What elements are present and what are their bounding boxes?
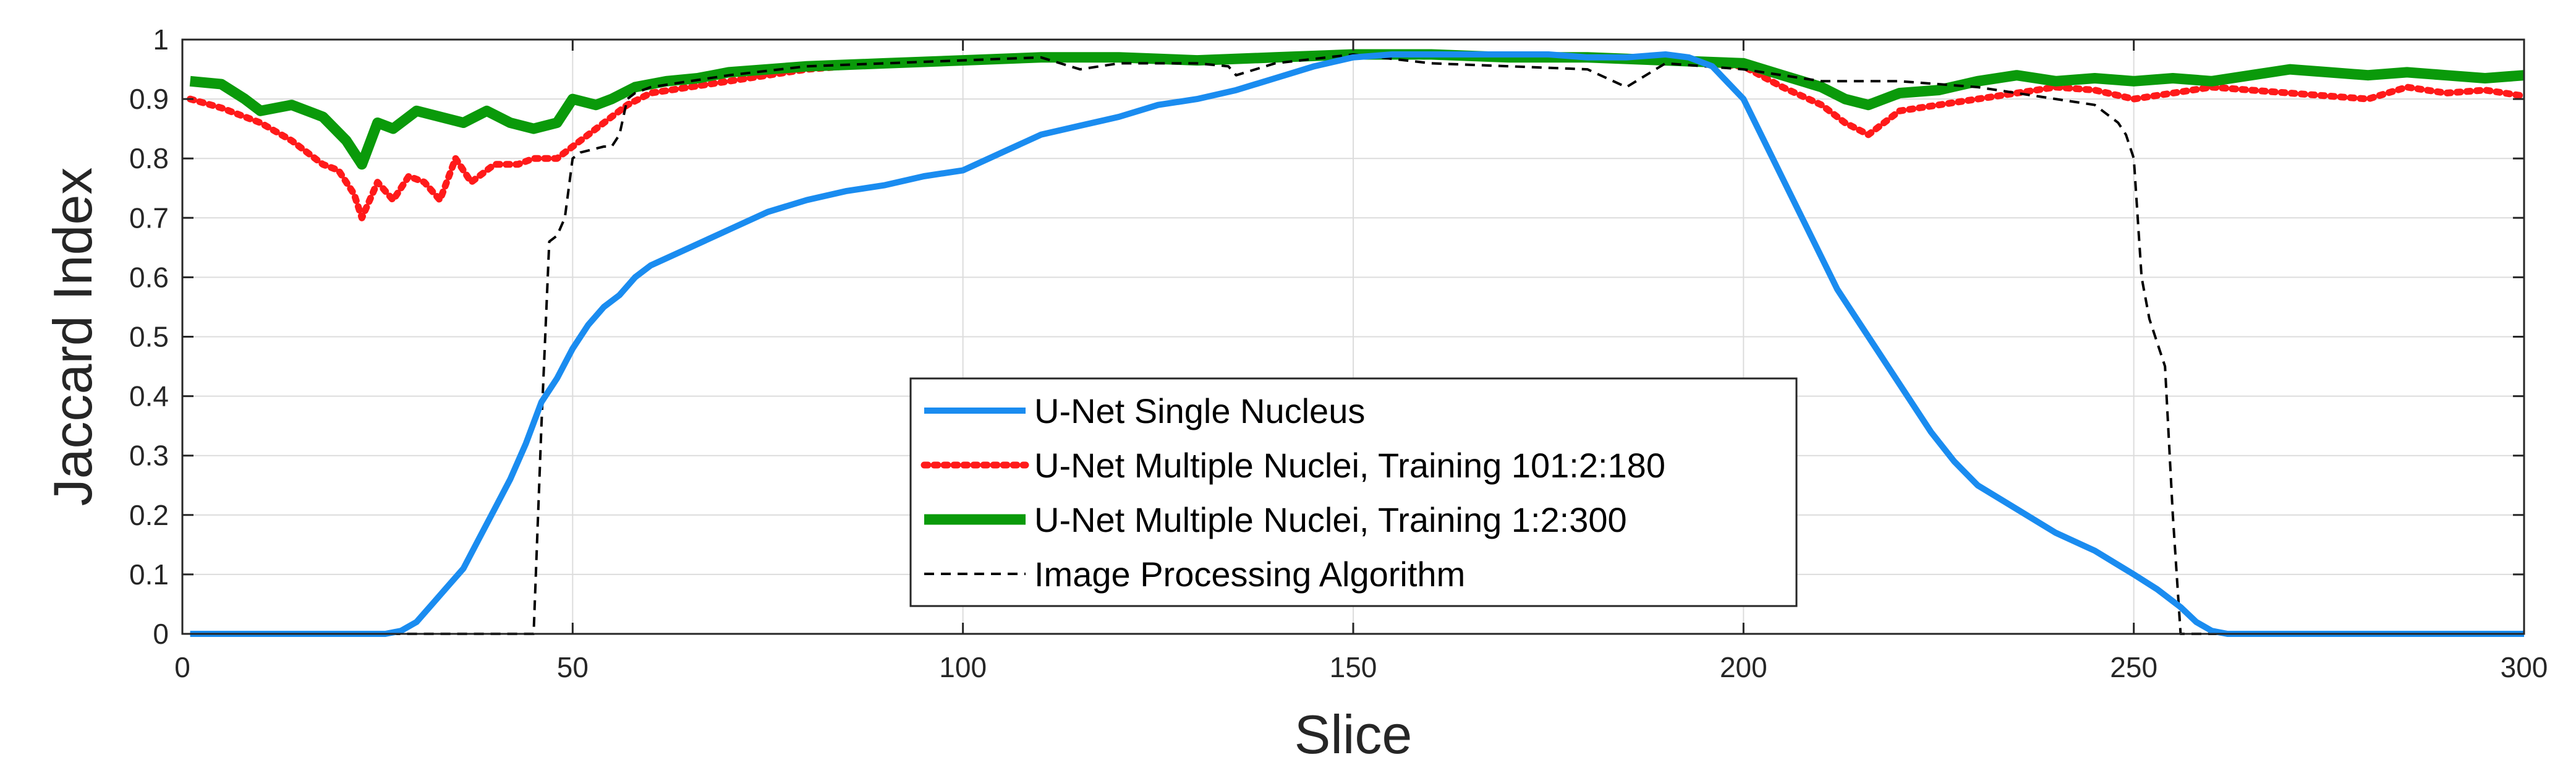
- x-tick-labels: 0 50 100 150 200 250 300: [174, 651, 2548, 683]
- x-tick-label: 150: [1330, 651, 1377, 683]
- y-tick-label: 0.1: [129, 558, 169, 591]
- series-layer: [187, 49, 2528, 637]
- y-tick-label: 0.9: [129, 83, 169, 115]
- legend-label: U-Net Multiple Nuclei, Training 1:2:300: [1034, 500, 1627, 539]
- y-tick-label: 0.3: [129, 440, 169, 472]
- x-tick-label: 300: [2501, 651, 2548, 683]
- series-line-3: [189, 49, 2525, 170]
- y-tick-label: 0.4: [129, 380, 169, 412]
- legend: U-Net Single Nucleus U-Net Multiple Nucle…: [909, 377, 1798, 607]
- x-tick-label: 50: [557, 651, 589, 683]
- series-line-1: [190, 51, 2524, 637]
- y-tick-label: 1: [153, 23, 169, 56]
- x-tick-label: 100: [939, 651, 987, 683]
- x-tick-label: 0: [174, 651, 190, 683]
- y-tick-label: 0.6: [129, 261, 169, 293]
- y-tick-label: 0.7: [129, 202, 169, 234]
- x-axis-title: Slice: [1294, 704, 1413, 765]
- legend-label: Image Processing Algorithm: [1034, 555, 1465, 594]
- y-tick-label: 0: [153, 618, 169, 650]
- legend-label: U-Net Single Nucleus: [1034, 391, 1365, 430]
- x-tick-label: 200: [1720, 651, 1767, 683]
- legend-box: [909, 377, 1798, 607]
- legend-label: U-Net Multiple Nuclei, Training 101:2:18…: [1034, 446, 1665, 485]
- series-line-4: [190, 53, 2524, 635]
- ticks: [181, 38, 2525, 635]
- y-tick-label: 0.2: [129, 499, 169, 531]
- x-tick-label: 250: [2110, 651, 2157, 683]
- y-tick-label: 0.8: [129, 142, 169, 174]
- y-tick-labels: 0 0.1 0.2 0.3 0.4 0.5 0.6 0.7 0.8 0.9 1: [129, 23, 169, 650]
- y-tick-label: 0.5: [129, 321, 169, 353]
- y-axis-title: Jaccard Index: [42, 168, 103, 506]
